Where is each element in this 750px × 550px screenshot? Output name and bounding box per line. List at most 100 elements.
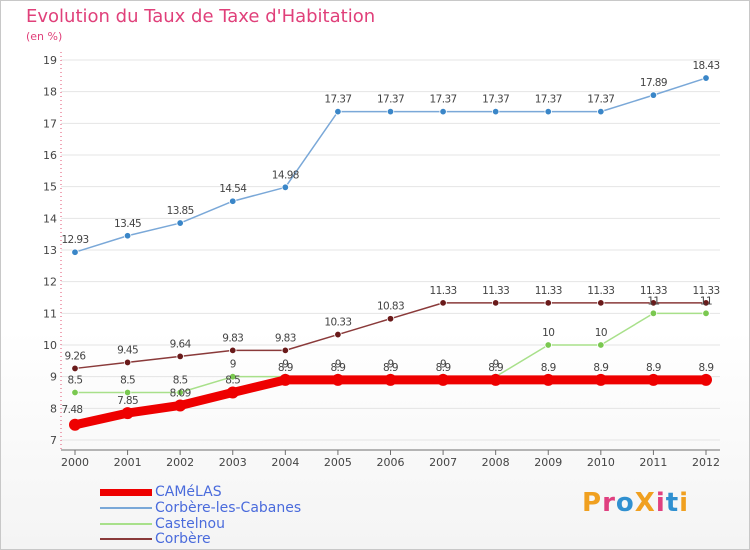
logo-letter: o <box>615 488 635 518</box>
y-tick-label: 13 <box>43 244 57 257</box>
data-point <box>176 388 184 397</box>
data-label: 9.64 <box>170 338 192 350</box>
legend-swatch-camelas <box>100 488 152 496</box>
y-tick-label: 9 <box>50 371 57 384</box>
logo-letter: P <box>582 488 603 518</box>
data-point <box>597 341 605 349</box>
data-label: 9.83 <box>275 332 296 344</box>
data-point <box>334 330 342 339</box>
x-tick-label: 2004 <box>271 456 299 469</box>
data-point <box>702 299 710 307</box>
data-label: 17.37 <box>535 94 562 106</box>
data-label: 8.9 <box>330 362 345 374</box>
legend-label-corbere: Corbère <box>155 531 211 547</box>
data-label: 9.26 <box>65 350 87 362</box>
y-tick-label: 7 <box>50 434 57 447</box>
y-tick-label: 14 <box>43 212 57 225</box>
y-tick-label: 17 <box>43 117 57 130</box>
data-label: 9.83 <box>222 332 243 344</box>
data-point <box>229 197 237 205</box>
logo-letter: t <box>665 488 680 518</box>
data-point <box>544 341 552 349</box>
data-point <box>174 399 187 412</box>
data-point <box>384 373 397 386</box>
legend-item-corbere-les-cabanes: Corbère-les-Cabanes <box>100 500 301 516</box>
data-point <box>649 91 658 99</box>
data-point <box>597 299 605 307</box>
data-point <box>544 107 552 116</box>
logo-letter: i <box>679 488 690 518</box>
data-point <box>71 388 79 397</box>
data-label: 9 <box>230 359 236 371</box>
data-point <box>437 373 450 386</box>
data-point <box>281 346 290 355</box>
data-label: 9 <box>493 359 499 371</box>
legend-label-camelas: CAMéLAS <box>155 484 222 500</box>
data-label: 17.89 <box>640 77 667 89</box>
y-tick-label: 8 <box>50 402 57 415</box>
data-point <box>123 232 132 240</box>
chart-units: (en %) <box>26 30 63 43</box>
data-label: 8.9 <box>436 362 451 374</box>
logo-letter: X <box>634 488 656 518</box>
x-tick-label: 2010 <box>587 456 615 469</box>
data-label: 12.93 <box>61 234 88 246</box>
legend-label-castelnou: Castelnou <box>155 516 225 532</box>
data-label: 11.33 <box>640 285 667 297</box>
logo-letter: i <box>655 488 666 518</box>
data-label: 11.33 <box>692 285 719 297</box>
data-label: 18.43 <box>692 60 719 72</box>
y-tick-label: 15 <box>43 181 57 194</box>
legend-swatch-corbere-les-cabanes <box>100 507 152 509</box>
data-label: 17.37 <box>482 94 509 106</box>
data-point <box>176 219 184 227</box>
data-point <box>700 373 712 386</box>
data-point <box>491 107 500 116</box>
data-point <box>229 346 237 355</box>
data-label: 13.45 <box>114 218 141 230</box>
y-tick-label: 19 <box>43 54 57 67</box>
data-point <box>594 373 607 386</box>
data-point <box>69 418 81 431</box>
data-point <box>123 358 132 367</box>
data-point <box>649 299 658 307</box>
data-label: 7.48 <box>62 404 83 416</box>
y-tick-label: 11 <box>43 307 57 320</box>
x-tick-label: 2000 <box>61 456 89 469</box>
data-label: 17.37 <box>324 94 351 106</box>
data-label: 8.9 <box>593 362 608 374</box>
data-label: 11.33 <box>482 285 509 297</box>
data-label: 9 <box>282 359 288 371</box>
data-label: 8.9 <box>646 362 661 374</box>
x-tick-label: 2009 <box>534 456 562 469</box>
data-label: 8.9 <box>278 362 293 374</box>
data-point <box>386 107 395 116</box>
data-label: 17.37 <box>430 94 457 106</box>
data-point <box>597 107 605 116</box>
x-tick-label: 2011 <box>639 456 667 469</box>
data-point <box>649 309 658 318</box>
data-label: 11.33 <box>587 285 614 297</box>
data-point <box>334 107 342 116</box>
data-label: 14.54 <box>219 183 247 195</box>
data-point <box>279 373 292 386</box>
data-label: 8.5 <box>225 375 240 387</box>
x-tick-label: 2003 <box>219 456 247 469</box>
data-label: 11.33 <box>535 285 562 297</box>
data-label: 11 <box>700 295 712 307</box>
logo-letter: r <box>602 488 616 518</box>
data-label: 9 <box>387 359 393 371</box>
x-tick-label: 2007 <box>429 456 457 469</box>
x-tick-label: 2002 <box>166 456 194 469</box>
data-point <box>123 388 132 397</box>
legend-item-corbere: Corbère <box>100 531 211 547</box>
data-point <box>331 373 344 386</box>
y-tick-label: 10 <box>43 339 57 352</box>
data-point <box>176 352 184 361</box>
x-tick-label: 2006 <box>377 456 405 469</box>
data-point <box>71 248 79 256</box>
y-tick-label: 18 <box>43 86 57 99</box>
data-point <box>226 386 239 399</box>
data-point <box>491 299 500 307</box>
